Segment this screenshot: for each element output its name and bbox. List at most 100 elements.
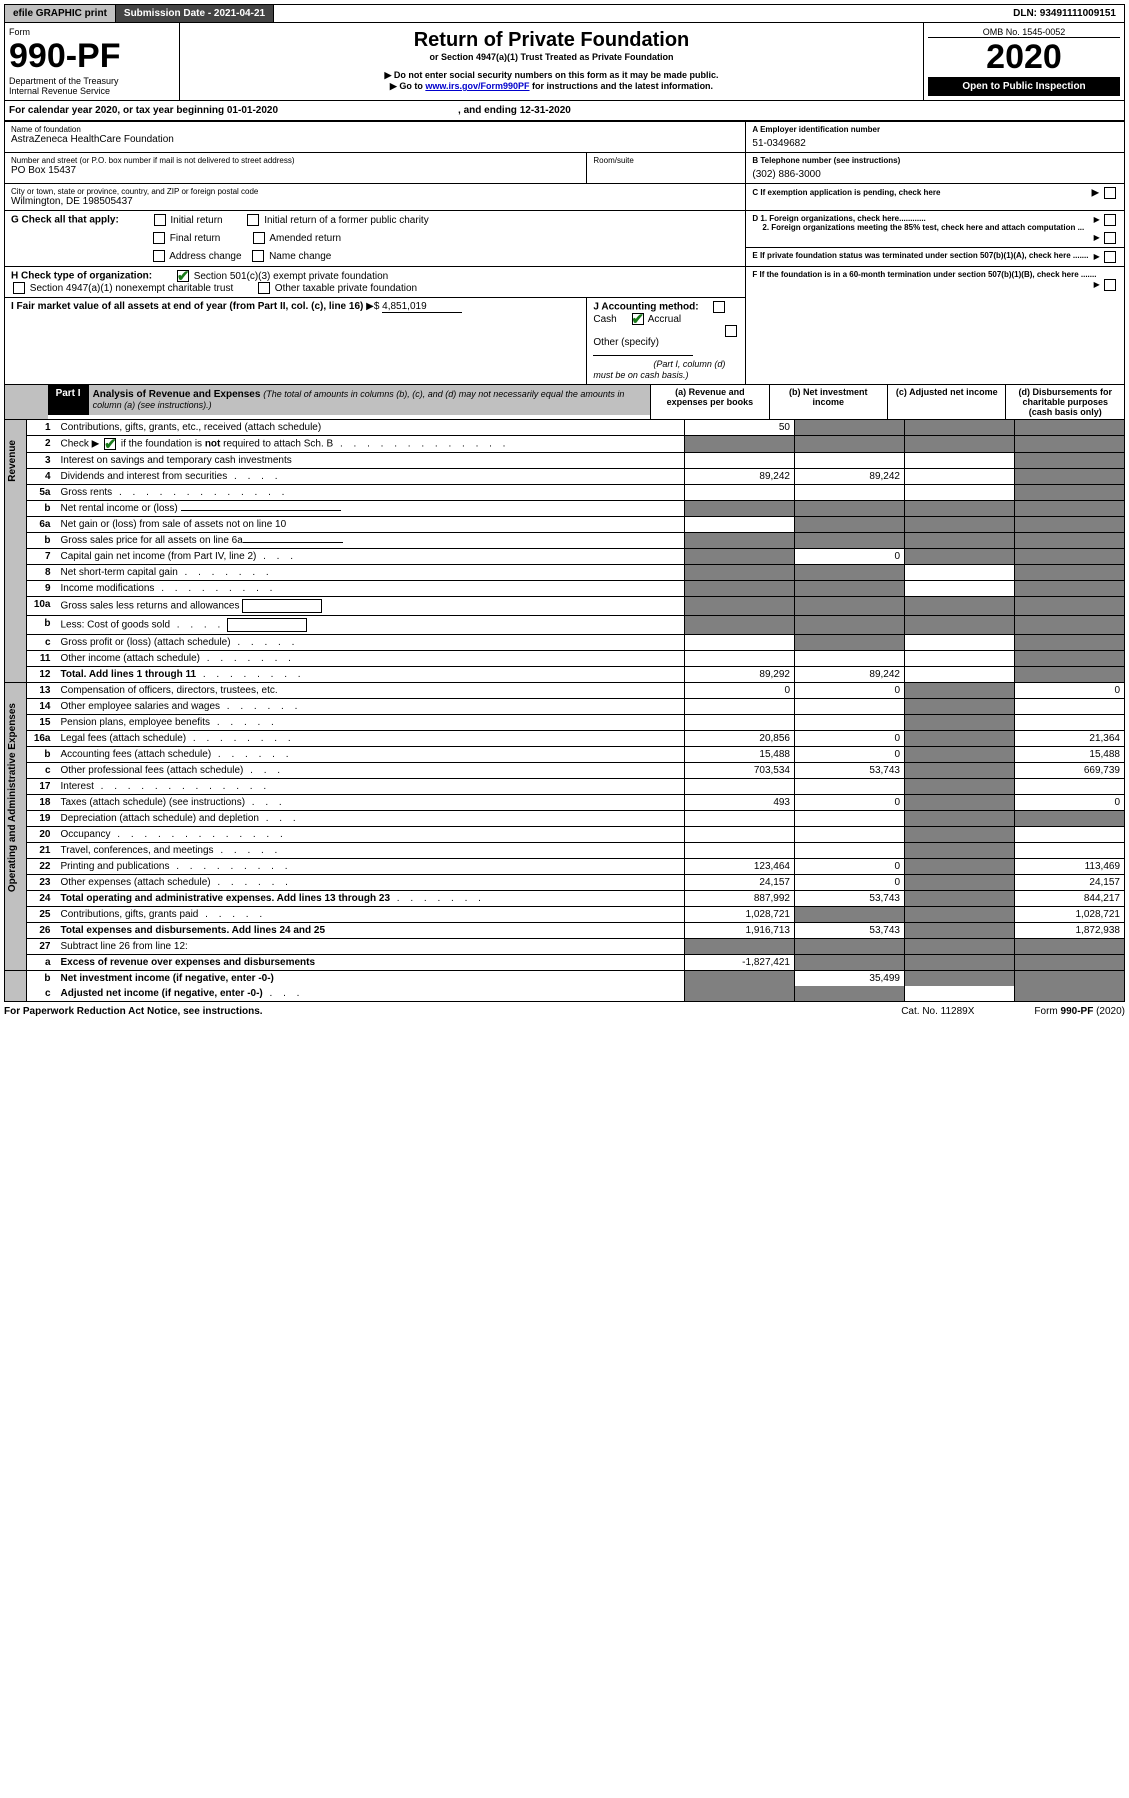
g-initial[interactable] xyxy=(154,214,166,226)
b2-suf: for instructions and the latest informat… xyxy=(530,81,714,91)
g-opt-1: Initial return of a former public charit… xyxy=(264,215,429,226)
r7-num: 7 xyxy=(27,549,57,565)
part1-title: Analysis of Revenue and Expenses xyxy=(93,389,261,400)
r27b-text: Net investment income (if negative, ente… xyxy=(61,973,274,984)
r16a-b: 0 xyxy=(795,731,905,747)
r25-d: 1,028,721 xyxy=(1015,907,1125,923)
footer-right: Form 990-PF (2020) xyxy=(1034,1006,1125,1017)
col-a-hdr: (a) Revenue and expenses per books xyxy=(651,385,769,420)
cal-end: , and ending 12-31-2020 xyxy=(458,105,571,116)
r14-num: 14 xyxy=(27,699,57,715)
h-4947[interactable] xyxy=(13,282,25,294)
r11-num: 11 xyxy=(27,651,57,667)
d2-label: 2. Foreign organizations meeting the 85%… xyxy=(762,223,1084,232)
b2-pre: ▶ Go to xyxy=(390,81,425,91)
r25-text: Contributions, gifts, grants paid xyxy=(61,909,199,920)
foundation-name: AstraZeneca HealthCare Foundation xyxy=(11,134,739,145)
dept: Department of the Treasury xyxy=(9,76,175,86)
i-value: 4,851,019 xyxy=(382,301,462,313)
h-opt-3: Other taxable private foundation xyxy=(275,283,417,294)
r22-a: 123,464 xyxy=(685,859,795,875)
form-header: Form 990-PF Department of the Treasury I… xyxy=(4,23,1125,101)
form-link[interactable]: www.irs.gov/Form990PF xyxy=(425,81,529,91)
r5a-text: Gross rents xyxy=(61,487,113,498)
h-other-tax[interactable] xyxy=(258,282,270,294)
r2-checkbox[interactable] xyxy=(104,438,116,450)
r18-b: 0 xyxy=(795,795,905,811)
r21-num: 21 xyxy=(27,843,57,859)
g-label: G Check all that apply: xyxy=(11,215,119,226)
r12-a: 89,292 xyxy=(685,667,795,683)
phone: (302) 886-3000 xyxy=(752,165,1118,180)
r12-b: 89,242 xyxy=(795,667,905,683)
j-accrual-lbl: Accrual xyxy=(648,314,681,325)
g-final[interactable] xyxy=(153,232,165,244)
r16a-a: 20,856 xyxy=(685,731,795,747)
cal-begin: For calendar year 2020, or tax year begi… xyxy=(9,105,278,116)
r4-num: 4 xyxy=(27,469,57,485)
part1-header: Part I Analysis of Revenue and Expenses … xyxy=(4,385,1125,420)
subtitle: or Section 4947(a)(1) Trust Treated as P… xyxy=(186,52,917,62)
g-opt-5: Name change xyxy=(269,251,331,262)
e-checkbox[interactable] xyxy=(1104,251,1116,263)
r1-b xyxy=(795,420,905,436)
city: Wilmington, DE 198505437 xyxy=(11,196,739,207)
footer-mid: Cat. No. 11289X xyxy=(901,1006,974,1017)
g-amended[interactable] xyxy=(253,232,265,244)
r16c-num: c xyxy=(27,763,57,779)
r6a-text: Net gain or (loss) from sale of assets n… xyxy=(57,517,685,533)
j-note: (Part I, column (d) must be on cash basi… xyxy=(593,359,725,380)
r27c-num: c xyxy=(27,986,57,1002)
h-501c3[interactable] xyxy=(177,270,189,282)
j-accrual[interactable] xyxy=(632,313,644,325)
g-name-change[interactable] xyxy=(252,250,264,262)
r10c-text: Gross profit or (loss) (attach schedule) xyxy=(61,637,231,648)
r4-text: Dividends and interest from securities xyxy=(61,471,228,482)
r16b-num: b xyxy=(27,747,57,763)
h-opt-2: Section 4947(a)(1) nonexempt charitable … xyxy=(30,283,233,294)
irs: Internal Revenue Service xyxy=(9,86,175,96)
r19-num: 19 xyxy=(27,811,57,827)
r23-num: 23 xyxy=(27,875,57,891)
r24-d: 844,217 xyxy=(1015,891,1125,907)
r10b-num: b xyxy=(27,616,57,635)
r26-a: 1,916,713 xyxy=(685,923,795,939)
r27b-num: b xyxy=(27,971,57,987)
g-initial-pub[interactable] xyxy=(247,214,259,226)
part1-body: Revenue 1 Contributions, gifts, grants, … xyxy=(4,420,1125,1002)
d2-checkbox[interactable] xyxy=(1104,232,1116,244)
d1-checkbox[interactable] xyxy=(1104,214,1116,226)
open-public: Open to Public Inspection xyxy=(928,77,1120,96)
r22-d: 113,469 xyxy=(1015,859,1125,875)
g-addr-change[interactable] xyxy=(153,250,165,262)
calendar-year-row: For calendar year 2020, or tax year begi… xyxy=(4,101,1125,121)
r22-text: Printing and publications xyxy=(61,861,170,872)
g-opt-4: Address change xyxy=(169,251,241,262)
submission-date: Submission Date - 2021-04-21 xyxy=(116,5,274,22)
f-checkbox[interactable] xyxy=(1104,279,1116,291)
g-opt-3: Amended return xyxy=(269,233,341,244)
r26-b: 53,743 xyxy=(795,923,905,939)
r15-num: 15 xyxy=(27,715,57,731)
efile-label: efile GRAPHIC print xyxy=(5,5,116,22)
r9-num: 9 xyxy=(27,581,57,597)
r27a-text: Excess of revenue over expenses and disb… xyxy=(61,957,316,968)
form-number: 990-PF xyxy=(9,37,175,76)
h-opt-1: Section 501(c)(3) exempt private foundat… xyxy=(194,271,389,282)
dln: DLN: 93491111009151 xyxy=(1005,5,1124,22)
bullet2: ▶ Go to www.irs.gov/Form990PF for instru… xyxy=(186,81,917,92)
r4-a: 89,242 xyxy=(685,469,795,485)
c-checkbox[interactable] xyxy=(1104,187,1116,199)
r10a-text: Gross sales less returns and allowances xyxy=(61,601,240,612)
r16a-num: 16a xyxy=(27,731,57,747)
r16b-d: 15,488 xyxy=(1015,747,1125,763)
g-opt-0: Initial return xyxy=(170,215,222,226)
r13-d: 0 xyxy=(1015,683,1125,699)
i-label: I Fair market value of all assets at end… xyxy=(11,301,363,312)
r17-text: Interest xyxy=(61,781,94,792)
top-bar: efile GRAPHIC print Submission Date - 20… xyxy=(4,4,1125,23)
r5a-num: 5a xyxy=(27,485,57,501)
f-label: F If the foundation is in a 60-month ter… xyxy=(752,270,1096,279)
j-other[interactable] xyxy=(725,325,737,337)
j-cash[interactable] xyxy=(713,301,725,313)
